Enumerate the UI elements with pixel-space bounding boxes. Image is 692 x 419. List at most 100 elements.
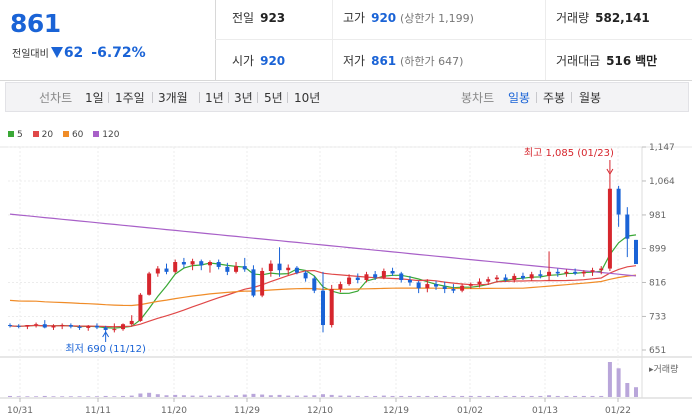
- y-tick-label: 899: [649, 245, 666, 255]
- toolbar-divider: [536, 92, 537, 103]
- candle-body: [138, 294, 143, 321]
- volume-bar: [373, 395, 378, 397]
- candle-body: [347, 277, 352, 285]
- volume-bar: [468, 395, 473, 397]
- period-1year-button[interactable]: 1년: [205, 91, 224, 105]
- legend-item-5: 5: [8, 130, 23, 140]
- candle-body: [164, 268, 169, 272]
- candle-body: [607, 188, 612, 269]
- chart-axes: 1,147 1,064 981 899 816 733 651 10/31 11/11 11/20…: [7, 143, 678, 416]
- volume-bar: [477, 395, 482, 397]
- weekly-candle-button[interactable]: 주봉: [543, 91, 566, 105]
- volume-bar: [147, 392, 152, 397]
- candle-body: [225, 266, 230, 272]
- candle-body: [321, 290, 325, 326]
- volume-bar: [416, 395, 421, 397]
- candle-body: [77, 326, 82, 328]
- x-tick-label: 01/02: [457, 406, 483, 416]
- volume-bar: [94, 396, 99, 397]
- volume-bar: [173, 394, 178, 397]
- volume-bar: [625, 383, 630, 397]
- volume-bar: [86, 396, 91, 397]
- candle-body: [155, 268, 160, 274]
- candle-body: [407, 280, 412, 283]
- period-3year-button[interactable]: 3년: [234, 91, 253, 105]
- x-tick-label: 01/13: [532, 406, 558, 416]
- period-5year-button[interactable]: 5년: [264, 91, 283, 105]
- chart-toolbar: 선차트 1일 1주일 3개월 1년 3년 5년 10년 봉차트 일봉 주봉 월봉: [5, 82, 689, 112]
- candle-body: [42, 324, 47, 328]
- volume-bar: [164, 395, 169, 397]
- volume-bar: [329, 394, 334, 397]
- volume-bar: [216, 395, 221, 397]
- trade-amount-label: 거래대금: [556, 54, 601, 68]
- toolbar-divider: [257, 92, 258, 103]
- volume-bar: [555, 395, 560, 397]
- volume-bar: [425, 395, 430, 397]
- volume-bar: [260, 394, 265, 397]
- volume-bar: [547, 395, 552, 397]
- period-1day-button[interactable]: 1일: [85, 91, 104, 105]
- legend-swatch: [32, 131, 39, 137]
- candle-body: [234, 266, 239, 272]
- candle-body: [94, 325, 99, 328]
- period-1week-button[interactable]: 1주일: [115, 91, 145, 105]
- legend-label: 60: [71, 130, 84, 140]
- high-price: 고가 920 (상한가 1,199): [343, 9, 474, 26]
- candle-body: [286, 267, 291, 271]
- volume-bar: [434, 395, 439, 397]
- volume-bar: [338, 395, 343, 397]
- y-tick-label: 816: [649, 278, 666, 288]
- prev-close-label: 전일: [232, 11, 255, 25]
- volume-bar: [381, 395, 386, 397]
- volume-bar: [581, 395, 586, 397]
- legend-label: 120: [102, 130, 120, 140]
- monthly-candle-button[interactable]: 월봉: [579, 91, 602, 105]
- toolbar-divider: [228, 92, 229, 103]
- change-row: 전일대비 62 -6.72%: [12, 45, 146, 61]
- candle-body: [268, 263, 273, 272]
- period-3month-button[interactable]: 3개월: [158, 91, 188, 105]
- candle-body: [338, 284, 343, 290]
- period-10year-button[interactable]: 10년: [294, 91, 321, 105]
- candle-body: [512, 275, 517, 281]
- low-price-value: 861: [371, 54, 397, 68]
- candle-body: [260, 271, 265, 296]
- high-annotation: 최고 1,085 (01/23): [524, 147, 614, 159]
- candle-body: [68, 325, 73, 327]
- volume-bar: [190, 395, 195, 397]
- volume-bar: [138, 393, 143, 397]
- candle-body: [460, 285, 465, 291]
- volume-axis-label: ▸거래량: [649, 363, 678, 375]
- candle-body: [364, 274, 369, 281]
- y-tick-label: 1,147: [649, 143, 675, 153]
- change-label: 전일대비: [12, 49, 49, 60]
- current-price-box: 861 전일대비 62 -6.72%: [0, 0, 216, 80]
- ma-120-line: [9, 213, 637, 277]
- candle-body: [555, 271, 560, 274]
- daily-candle-button[interactable]: 일봉: [508, 91, 531, 105]
- volume-bar: [207, 395, 212, 397]
- candle-body: [112, 329, 117, 331]
- toolbar-divider: [287, 92, 288, 103]
- x-tick-label: 11/29: [234, 406, 260, 416]
- volume-bar: [538, 395, 543, 397]
- volume-bar: [312, 395, 317, 397]
- legend-label: 20: [41, 130, 54, 140]
- volume-bars: [8, 362, 638, 397]
- x-tick-label: 11/20: [161, 406, 187, 416]
- change-percent: -6.72%: [91, 45, 146, 61]
- candle-body: [216, 262, 221, 267]
- current-price: 861: [10, 9, 61, 38]
- candle-body: [599, 268, 604, 271]
- candle-body: [181, 262, 186, 265]
- candle-body: [121, 324, 126, 330]
- candle-body: [103, 327, 108, 330]
- volume-bar: [129, 395, 134, 397]
- candle-body: [312, 278, 317, 291]
- open-price: 시가 920: [232, 52, 285, 69]
- volume-bar: [60, 396, 65, 397]
- candle-body: [573, 271, 578, 274]
- volume-bar: [460, 395, 465, 397]
- change-value: 62: [63, 45, 84, 61]
